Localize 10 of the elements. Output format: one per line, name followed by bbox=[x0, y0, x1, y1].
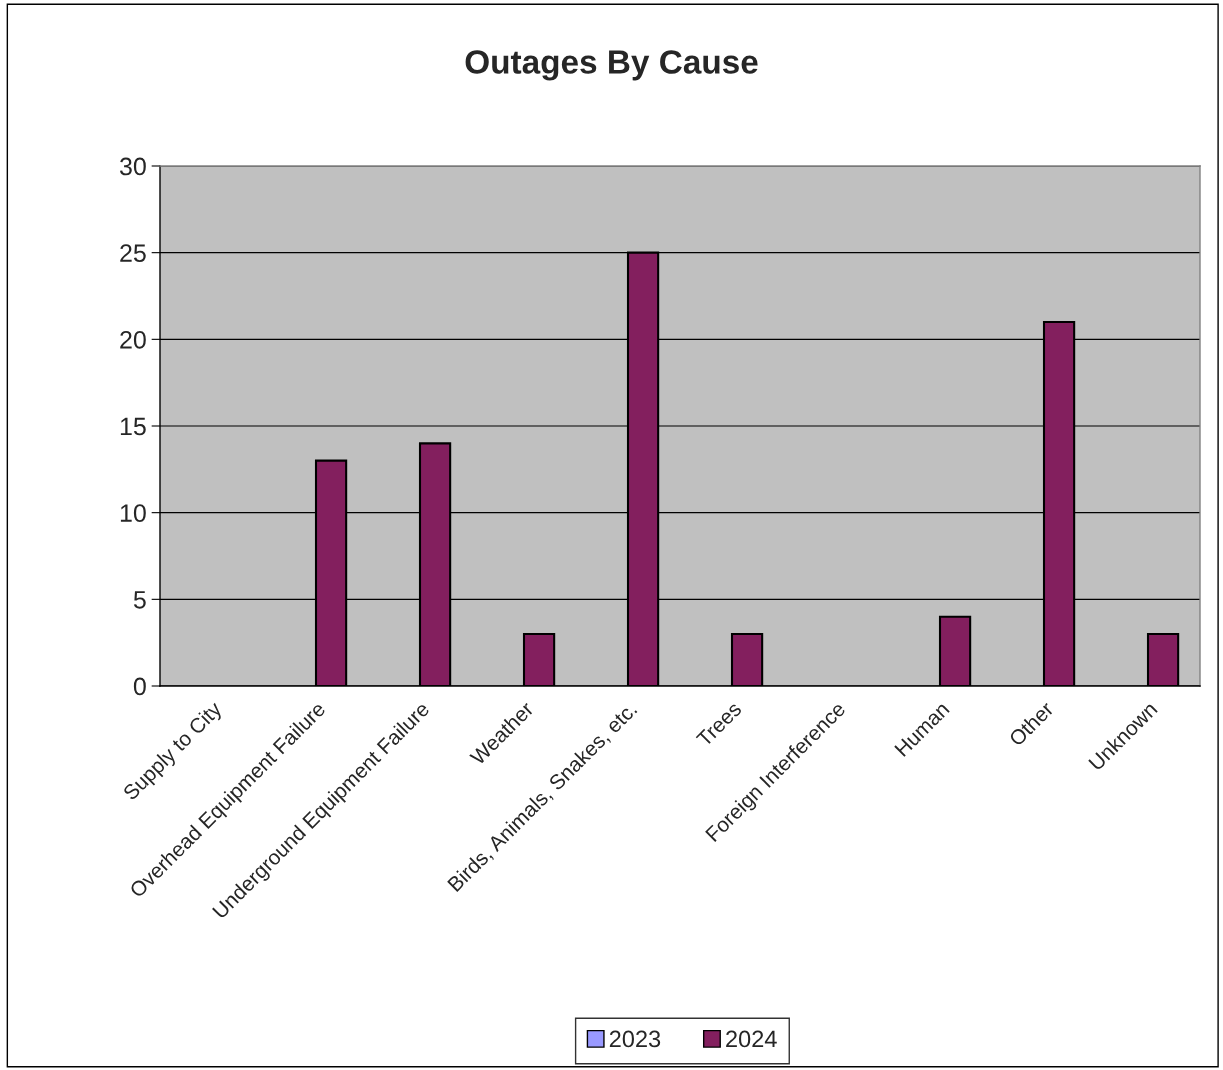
y-tick-label: 30 bbox=[119, 157, 146, 176]
y-tick-label: 15 bbox=[120, 417, 146, 436]
y-tick-label: 10 bbox=[120, 504, 146, 522]
legend-label: 2023 bbox=[609, 1030, 661, 1048]
y-tick-label: 0 bbox=[133, 677, 146, 696]
y-tick-label: 25 bbox=[120, 244, 146, 262]
y-tick-label: 20 bbox=[120, 330, 146, 349]
y-tick-label: 5 bbox=[133, 591, 146, 609]
chart-title: Outages By Cause bbox=[465, 50, 758, 81]
legend-label: 2024 bbox=[726, 1030, 777, 1048]
